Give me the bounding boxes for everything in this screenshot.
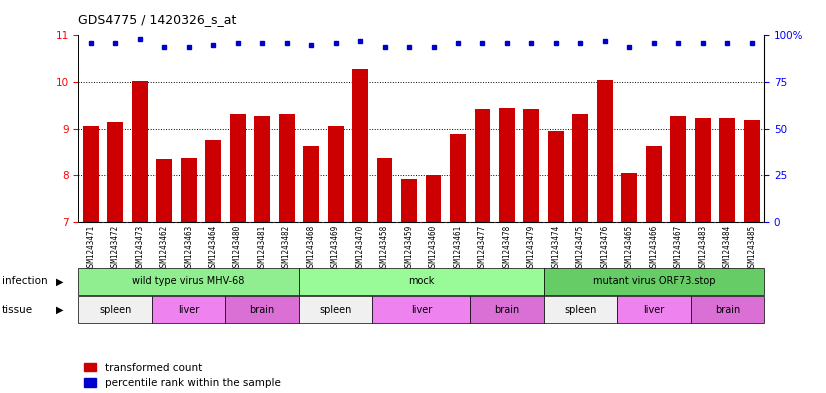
Bar bbox=[719, 118, 735, 222]
Text: GSM1243473: GSM1243473 bbox=[135, 224, 145, 270]
Bar bbox=[278, 114, 295, 222]
Text: GSM1243460: GSM1243460 bbox=[429, 224, 438, 270]
Bar bbox=[377, 158, 392, 222]
Bar bbox=[450, 134, 466, 222]
Bar bbox=[572, 114, 588, 222]
Text: GSM1243480: GSM1243480 bbox=[233, 224, 242, 270]
Bar bbox=[597, 80, 613, 222]
Bar bbox=[470, 296, 544, 323]
Text: GSM1243459: GSM1243459 bbox=[405, 224, 414, 270]
Text: GSM1243481: GSM1243481 bbox=[258, 224, 267, 270]
Text: GSM1243478: GSM1243478 bbox=[502, 224, 511, 270]
Text: GSM1243464: GSM1243464 bbox=[209, 224, 217, 270]
Bar bbox=[303, 147, 319, 222]
Text: ▶: ▶ bbox=[56, 276, 64, 286]
Text: GSM1243467: GSM1243467 bbox=[674, 224, 683, 270]
Bar bbox=[544, 268, 764, 295]
Bar bbox=[230, 114, 245, 222]
Bar bbox=[401, 179, 417, 222]
Text: GSM1243475: GSM1243475 bbox=[576, 224, 585, 270]
Bar bbox=[225, 296, 299, 323]
Bar bbox=[156, 159, 172, 222]
Bar bbox=[548, 131, 564, 222]
Text: GSM1243483: GSM1243483 bbox=[698, 224, 707, 270]
Bar bbox=[524, 109, 539, 222]
Text: GSM1243465: GSM1243465 bbox=[625, 224, 634, 270]
Text: ▶: ▶ bbox=[56, 305, 64, 315]
Bar bbox=[352, 69, 368, 222]
Text: GSM1243474: GSM1243474 bbox=[552, 224, 560, 270]
Bar bbox=[78, 268, 299, 295]
Bar bbox=[328, 127, 344, 222]
Bar bbox=[299, 296, 373, 323]
Bar bbox=[152, 296, 225, 323]
Text: liver: liver bbox=[643, 305, 664, 315]
Text: GSM1243466: GSM1243466 bbox=[649, 224, 658, 270]
Text: GSM1243484: GSM1243484 bbox=[723, 224, 732, 270]
Bar bbox=[499, 108, 515, 222]
Bar bbox=[131, 81, 148, 222]
Bar bbox=[695, 118, 711, 222]
Text: liver: liver bbox=[178, 305, 199, 315]
Text: GSM1243472: GSM1243472 bbox=[111, 224, 120, 270]
Bar bbox=[83, 127, 98, 222]
Text: infection: infection bbox=[2, 276, 47, 286]
Text: GDS4775 / 1420326_s_at: GDS4775 / 1420326_s_at bbox=[78, 13, 237, 26]
Text: tissue: tissue bbox=[2, 305, 33, 315]
Text: GSM1243462: GSM1243462 bbox=[159, 224, 169, 270]
Bar bbox=[205, 140, 221, 222]
Text: wild type virus MHV-68: wild type virus MHV-68 bbox=[132, 276, 244, 286]
Bar bbox=[617, 296, 691, 323]
Text: GSM1243461: GSM1243461 bbox=[453, 224, 463, 270]
Text: GSM1243458: GSM1243458 bbox=[380, 224, 389, 270]
Text: GSM1243479: GSM1243479 bbox=[527, 224, 536, 270]
Bar bbox=[299, 268, 544, 295]
Text: brain: brain bbox=[249, 305, 275, 315]
Text: spleen: spleen bbox=[320, 305, 352, 315]
Bar bbox=[425, 175, 441, 222]
Bar bbox=[107, 122, 123, 222]
Text: GSM1243463: GSM1243463 bbox=[184, 224, 193, 270]
Text: mutant virus ORF73.stop: mutant virus ORF73.stop bbox=[592, 276, 715, 286]
Text: spleen: spleen bbox=[564, 305, 596, 315]
Text: brain: brain bbox=[714, 305, 740, 315]
Bar bbox=[744, 120, 760, 222]
Text: brain: brain bbox=[494, 305, 520, 315]
Text: GSM1243469: GSM1243469 bbox=[331, 224, 340, 270]
Bar bbox=[474, 109, 491, 222]
Text: spleen: spleen bbox=[99, 305, 131, 315]
Bar bbox=[691, 296, 764, 323]
Text: GSM1243482: GSM1243482 bbox=[282, 224, 291, 270]
Legend: transformed count, percentile rank within the sample: transformed count, percentile rank withi… bbox=[83, 363, 280, 388]
Bar bbox=[544, 296, 617, 323]
Text: GSM1243477: GSM1243477 bbox=[478, 224, 487, 270]
Text: liver: liver bbox=[411, 305, 432, 315]
Text: GSM1243470: GSM1243470 bbox=[355, 224, 364, 270]
Bar bbox=[646, 147, 662, 222]
Text: GSM1243485: GSM1243485 bbox=[748, 224, 757, 270]
Text: GSM1243468: GSM1243468 bbox=[306, 224, 316, 270]
Text: GSM1243471: GSM1243471 bbox=[86, 224, 95, 270]
Text: mock: mock bbox=[408, 276, 434, 286]
Bar bbox=[373, 296, 470, 323]
Bar bbox=[254, 116, 270, 222]
Bar bbox=[671, 116, 686, 222]
Bar bbox=[78, 296, 152, 323]
Bar bbox=[621, 173, 638, 222]
Text: GSM1243476: GSM1243476 bbox=[601, 224, 610, 270]
Bar bbox=[181, 158, 197, 222]
